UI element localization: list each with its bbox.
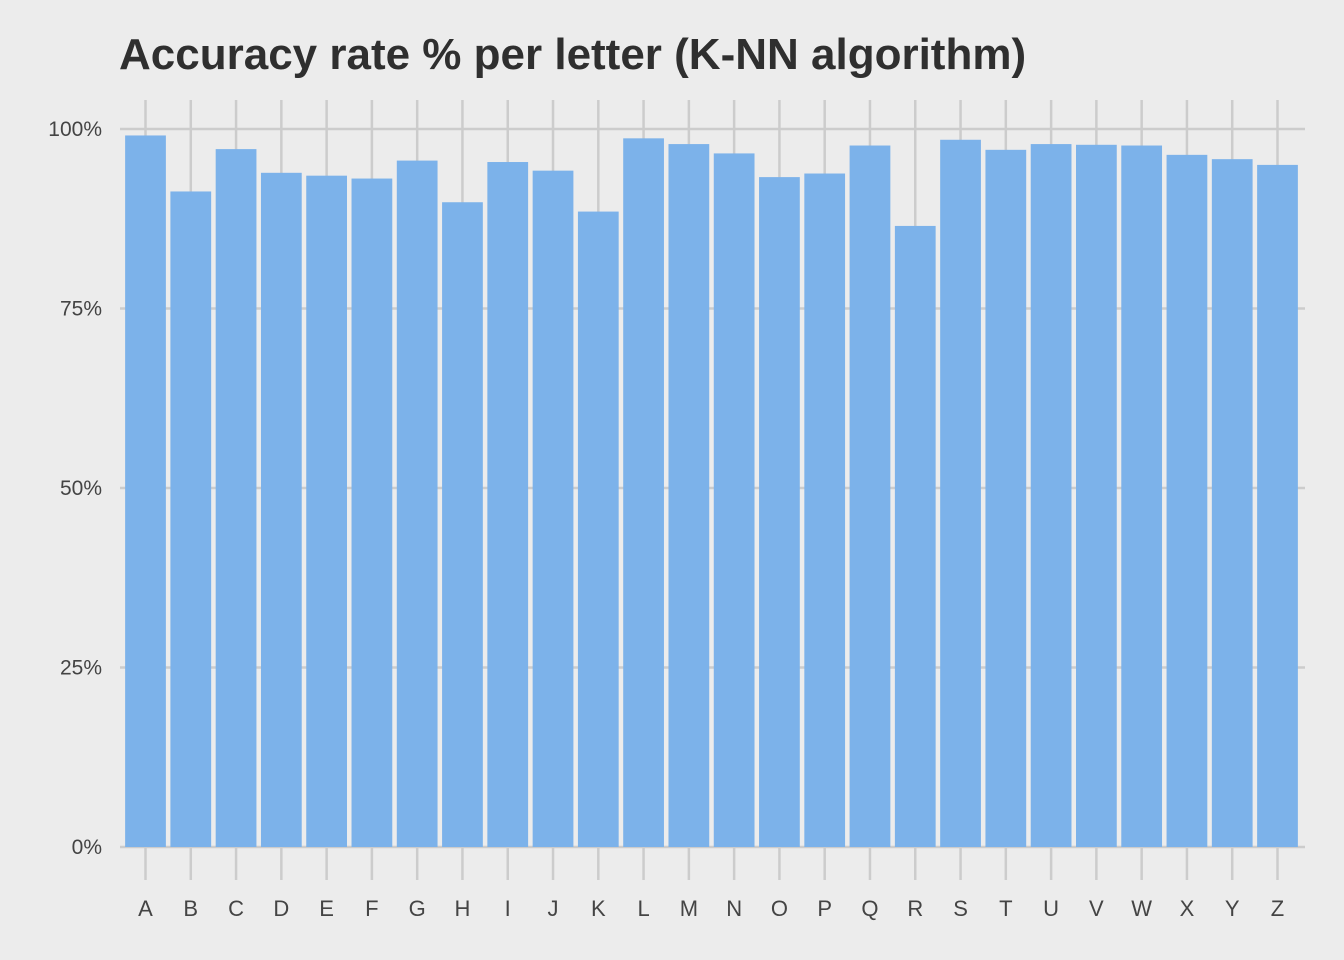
y-tick-label: 100% — [48, 118, 102, 141]
x-tick-label: W — [1131, 896, 1152, 921]
x-tick-label: L — [637, 896, 649, 921]
x-tick-label: N — [726, 896, 742, 921]
x-tick-label: A — [138, 896, 153, 921]
bars — [125, 135, 1298, 848]
x-tick-label: M — [680, 896, 698, 921]
y-tick-label: 50% — [60, 477, 102, 500]
y-tick-label: 0% — [72, 836, 102, 859]
x-tick-label: E — [319, 896, 334, 921]
x-tick-label: V — [1089, 896, 1104, 921]
bar-e — [306, 175, 347, 848]
x-tick-label: G — [409, 896, 426, 921]
x-tick-label: Z — [1271, 896, 1284, 921]
bar-u — [1030, 144, 1072, 847]
x-tick-label: C — [228, 896, 244, 921]
bar-g — [396, 160, 438, 848]
x-tick-label: D — [273, 896, 289, 921]
bar-f — [351, 178, 393, 848]
bar-v — [1076, 144, 1117, 847]
bar-x — [1166, 154, 1208, 847]
bar-h — [442, 202, 483, 848]
x-tick-label: J — [548, 896, 559, 921]
bar-b — [170, 191, 212, 847]
bar-n — [713, 153, 755, 848]
bar-c — [215, 149, 257, 847]
bar-t — [985, 149, 1027, 847]
bar-w — [1121, 145, 1163, 847]
x-tick-label: Y — [1225, 896, 1240, 921]
bar-l — [623, 138, 664, 848]
bar-y — [1211, 159, 1253, 847]
bar-s — [940, 139, 981, 847]
x-tick-label: O — [771, 896, 788, 921]
chart-title: Accuracy rate % per letter (K-NN algorit… — [119, 30, 1027, 79]
bar-k — [577, 211, 619, 847]
x-tick-label: Q — [861, 896, 878, 921]
y-tick-label: 75% — [60, 298, 102, 321]
bar-d — [260, 172, 302, 848]
bar-q — [849, 145, 891, 847]
bar-r — [894, 225, 936, 847]
bar-i — [487, 162, 529, 847]
x-tick-label: P — [817, 896, 832, 921]
x-tick-label: S — [953, 896, 968, 921]
bar-p — [804, 173, 846, 848]
x-tick-label: K — [591, 896, 606, 921]
bar-j — [532, 170, 574, 848]
x-tick-label: X — [1180, 896, 1195, 921]
x-tick-label: U — [1043, 896, 1059, 921]
x-tick-label: I — [505, 896, 511, 921]
x-axis-ticks: A B C D E F G H I J K L M N O P Q R S T U V W X Y Z — [138, 847, 1284, 921]
x-tick-label: T — [999, 896, 1012, 921]
bar-m — [668, 144, 710, 847]
x-tick-label: F — [365, 896, 378, 921]
bar-o — [759, 177, 800, 847]
x-tick-label: H — [455, 896, 471, 921]
x-tick-label: R — [907, 896, 923, 921]
x-tick-label: B — [183, 896, 198, 921]
y-axis-ticks: 0% 25% 50% 75% 100% — [48, 118, 102, 859]
bar-a — [125, 135, 166, 847]
bar-z — [1257, 164, 1298, 847]
y-tick-label: 25% — [60, 657, 102, 680]
